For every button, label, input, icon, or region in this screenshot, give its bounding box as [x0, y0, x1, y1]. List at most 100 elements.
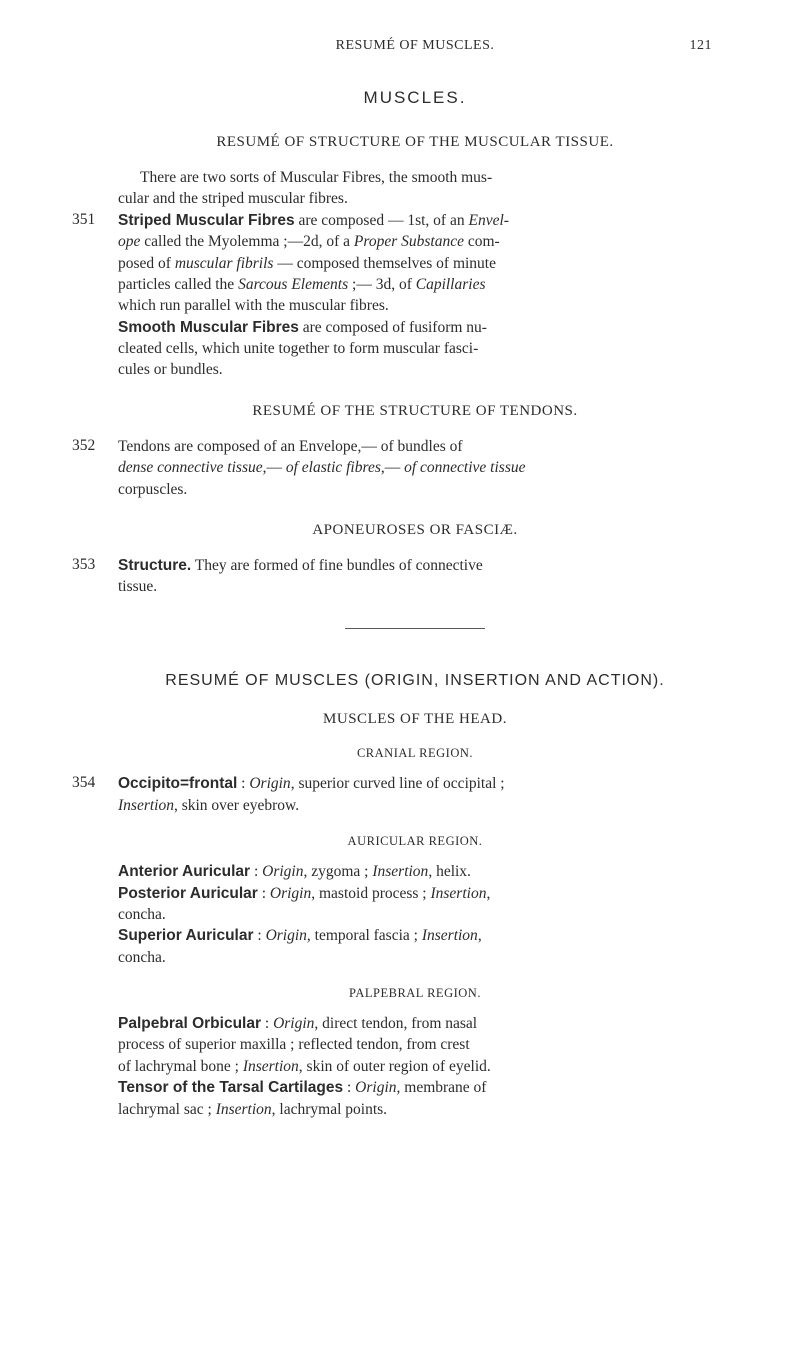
text: ,—: [381, 459, 404, 476]
italic: Insertion: [118, 797, 174, 814]
term-structure: Structure.: [118, 557, 191, 574]
italic: Insertion: [372, 863, 428, 880]
italic: Insertion: [243, 1058, 299, 1075]
text: :: [258, 885, 270, 902]
text: , helix.: [428, 863, 471, 880]
text: :: [237, 775, 249, 792]
text: cules or bundles.: [118, 361, 223, 378]
text: concha.: [118, 906, 166, 923]
intro-paragraph-cont: cular and the striped muscular fibres.: [118, 188, 712, 209]
auricular-block: Anterior Auricular : Origin, zygoma ; In…: [118, 861, 712, 968]
text: ,: [478, 927, 482, 944]
italic: of connective tissue: [404, 459, 525, 476]
palpebral-block: Palpebral Orbicular : Origin, direct ten…: [118, 1013, 712, 1120]
text: There are two sorts of Muscular Fibres, …: [140, 169, 492, 186]
italic: ope: [118, 233, 140, 250]
term-palpebral-orbicular: Palpebral Orbicular: [118, 1015, 261, 1032]
text: :: [254, 927, 266, 944]
text: com-: [464, 233, 500, 250]
section-rule: [345, 628, 485, 629]
entry-body: Occipito=frontal : Origin, superior curv…: [118, 773, 712, 816]
text: , skin over eyebrow.: [174, 797, 299, 814]
entry-body: Striped Muscular Fibres are composed — 1…: [118, 210, 712, 381]
heading-palpebral-region: PALPEBRAL REGION.: [118, 986, 712, 1001]
italic: Origin: [262, 863, 303, 880]
italic: Origin: [273, 1015, 314, 1032]
heading-resume-structure-muscular: RESUMÉ OF STRUCTURE OF THE MUSCULAR TISS…: [118, 134, 712, 151]
text: , temporal fascia ;: [307, 927, 422, 944]
heading-resume-muscles-origin: RESUMÉ OF MUSCLES (ORIGIN, INSERTION AND…: [118, 669, 712, 694]
entry-number: 354: [72, 773, 108, 792]
text: — composed themselves of minute: [273, 255, 496, 272]
text: posed of: [118, 255, 175, 272]
text: :: [261, 1015, 273, 1032]
heading-auricular-region: AURICULAR REGION.: [118, 834, 712, 849]
running-head-title: RESUMÉ OF MUSCLES.: [158, 38, 672, 54]
text: , mastoid process ;: [311, 885, 430, 902]
text: tissue.: [118, 578, 157, 595]
italic: dense connective tissue: [118, 459, 263, 476]
text: are composed of fusiform nu-: [299, 319, 487, 336]
text: , direct tendon, from nasal: [314, 1015, 477, 1032]
entry-351: 351 Striped Muscular Fibres are composed…: [118, 210, 712, 381]
text: cleated cells, which unite together to f…: [118, 340, 478, 357]
entry-352: 352 Tendons are composed of an Envelope,…: [118, 436, 712, 500]
term-occipito-frontal: Occipito=frontal: [118, 775, 237, 792]
italic: Sarcous Elements: [238, 276, 348, 293]
text: are composed — 1st, of an: [295, 212, 469, 229]
entry-354: 354 Occipito=frontal : Origin, superior …: [118, 773, 712, 816]
entry-number: 352: [72, 436, 108, 455]
heading-muscles-of-head: MUSCLES OF THE HEAD.: [118, 711, 712, 728]
text: ;— 3d, of: [348, 276, 416, 293]
text: process of superior maxilla ; reflected …: [118, 1036, 470, 1053]
intro-paragraph: There are two sorts of Muscular Fibres, …: [118, 167, 712, 188]
text: , skin of outer region of eyelid.: [299, 1058, 491, 1075]
heading-muscles: MUSCLES.: [118, 88, 712, 108]
text: which run parallel with the muscular fib…: [118, 297, 389, 314]
italic: Origin: [270, 885, 311, 902]
term-tensor-tarsal-cartilages: Tensor of the Tarsal Cartilages: [118, 1079, 343, 1096]
text: ,: [486, 885, 490, 902]
italic: Envel-: [468, 212, 508, 229]
text: ,—: [263, 459, 286, 476]
italic: Origin: [355, 1079, 396, 1096]
heading-resume-structure-tendons: RESUMÉ OF THE STRUCTURE OF TENDONS.: [118, 403, 712, 420]
running-head-spacer: [118, 38, 158, 54]
text: concha.: [118, 949, 166, 966]
entry-353: 353 Structure. They are formed of fine b…: [118, 555, 712, 598]
term-posterior-auricular: Posterior Auricular: [118, 885, 258, 902]
text: , membrane of: [397, 1079, 487, 1096]
italic: of elastic fibres: [286, 459, 381, 476]
italic: Insertion: [216, 1101, 272, 1118]
term-anterior-auricular: Anterior Auricular: [118, 863, 250, 880]
text: :: [343, 1079, 355, 1096]
italic: Proper Substance: [354, 233, 464, 250]
entry-body: Structure. They are formed of fine bundl…: [118, 555, 712, 598]
italic: Capillaries: [416, 276, 486, 293]
text: particles called the: [118, 276, 238, 293]
heading-aponeuroses: APONEUROSES OR FASCIÆ.: [118, 522, 712, 539]
text: , zygoma ;: [303, 863, 372, 880]
text: , lachrymal points.: [272, 1101, 387, 1118]
entry-body: Tendons are composed of an Envelope,— of…: [118, 436, 712, 500]
term-superior-auricular: Superior Auricular: [118, 927, 254, 944]
italic: Insertion: [430, 885, 486, 902]
entry-number: 351: [72, 210, 108, 229]
running-head: RESUMÉ OF MUSCLES. 121: [118, 38, 712, 54]
term-striped-muscular-fibres: Striped Muscular Fibres: [118, 212, 295, 229]
italic: muscular fibrils: [175, 255, 274, 272]
page: RESUMÉ OF MUSCLES. 121 MUSCLES. RESUMÉ O…: [0, 0, 800, 1160]
term-smooth-muscular-fibres: Smooth Muscular Fibres: [118, 319, 299, 336]
text: lachrymal sac ;: [118, 1101, 216, 1118]
text: of lachrymal bone ;: [118, 1058, 243, 1075]
italic: Origin: [266, 927, 307, 944]
text: cular and the striped muscular fibres.: [118, 190, 348, 207]
italic: Insertion: [422, 927, 478, 944]
text: :: [250, 863, 262, 880]
text: Tendons are composed of an Envelope,— of…: [118, 438, 463, 455]
heading-cranial-region: CRANIAL REGION.: [118, 746, 712, 761]
running-head-page-number: 121: [672, 38, 712, 54]
text: They are formed of fine bundles of conne…: [191, 557, 483, 574]
italic: Origin: [249, 775, 290, 792]
text: called the Myolemma ;—2d, of a: [140, 233, 354, 250]
